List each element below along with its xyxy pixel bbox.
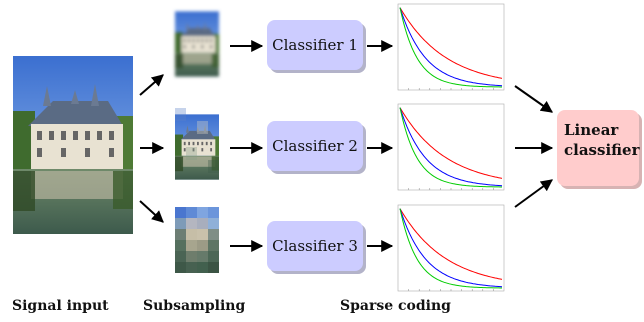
sparse-coding-plot-1 [397, 3, 505, 91]
classifier-2-box: Classifier 2 [267, 121, 363, 171]
subsampled-image-2 [175, 108, 219, 180]
plot-curve-3 [399, 208, 502, 289]
classifier-1-label: Classifier 1 [272, 36, 358, 54]
sparse-coding-plot-2 [397, 103, 505, 191]
plot-frame [397, 3, 505, 91]
linear-classifier-box: Linear classifier [557, 110, 640, 186]
plot-curve-1 [399, 7, 503, 79]
caption-subsampling: Subsampling [143, 298, 246, 314]
classifier-1-box: Classifier 1 [267, 20, 363, 70]
plot-curve-2 [399, 7, 503, 87]
plot-curve-3 [399, 7, 502, 88]
subsampled-image-1 [175, 11, 219, 77]
classifier-3-label: Classifier 3 [272, 237, 358, 255]
plot-curve-3 [399, 107, 502, 188]
plot-curve-1 [399, 107, 503, 179]
plot-curve-2 [399, 208, 503, 288]
arrows-classifiers-to-plots [367, 40, 394, 252]
arrows-subsampling-to-classifiers [230, 40, 264, 252]
caption-sparse-coding: Sparse coding [340, 298, 451, 314]
classifier-3-box: Classifier 3 [267, 221, 363, 271]
plot-curve-2 [399, 107, 503, 187]
classifier-2-label: Classifier 2 [272, 137, 358, 155]
linear-classifier-line1: Linear [564, 121, 619, 139]
sparse-coding-plot-3 [397, 204, 505, 292]
plot-curve-1 [399, 208, 503, 280]
signal-input-image [13, 56, 133, 234]
arrows-input-to-subsampling [139, 74, 165, 223]
caption-signal-input: Signal input [12, 298, 109, 314]
plot-frame [397, 103, 505, 191]
linear-classifier-line2: classifier [564, 141, 640, 159]
sparse-coding-plots [397, 3, 505, 292]
subsampled-image-3 [175, 207, 219, 273]
plot-frame [397, 204, 505, 292]
arrows-plots-to-linear [514, 85, 554, 208]
